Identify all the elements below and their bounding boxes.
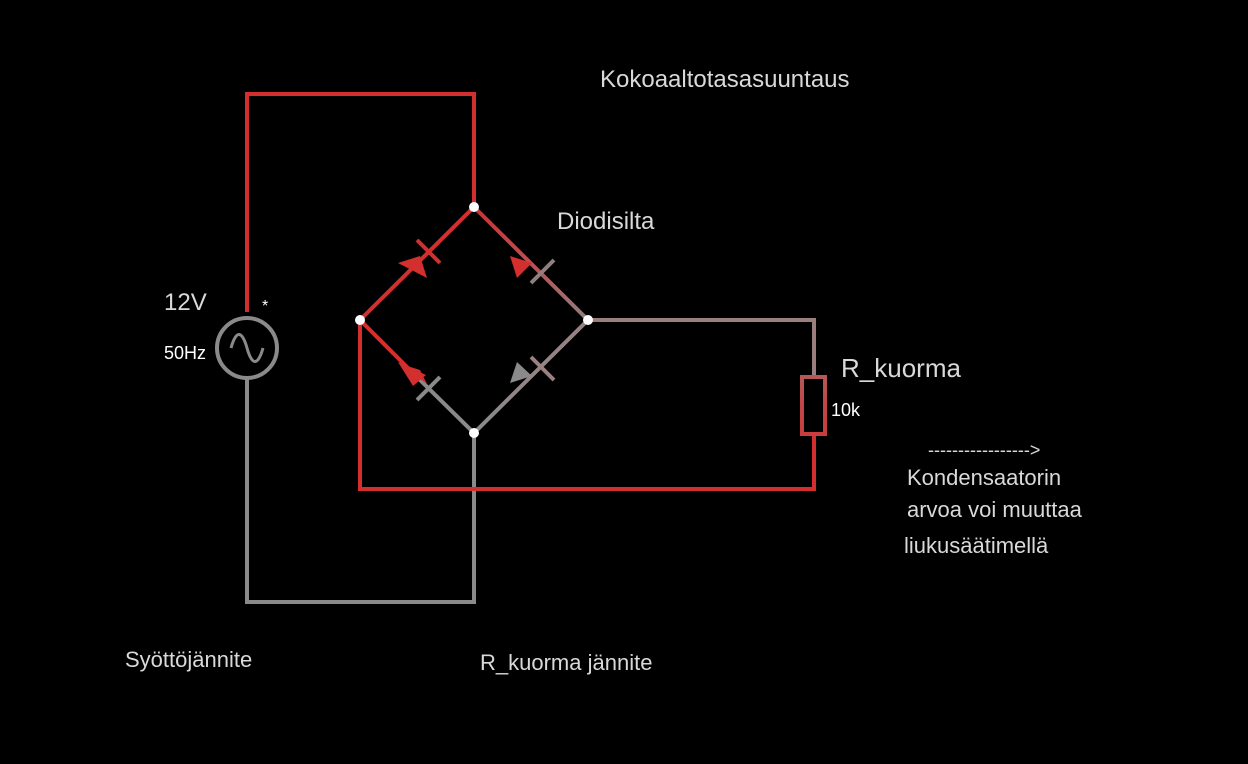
bridge-lower-left-branch-grey [414,374,477,436]
sine-wave-icon [229,333,265,363]
ac-voltage-source[interactable] [215,316,279,380]
diode-lower-right [510,355,556,383]
source-polarity-marker: * [262,298,268,315]
note-arrow: -----------------> [928,440,1040,460]
diode-lower-left [398,362,442,402]
source-voltage-label: 12V [164,289,207,316]
note-line-1: Kondensaatorin [907,465,1061,490]
wire-return-bottom [358,318,816,491]
wire-source-bottom [245,375,476,604]
wire-output-top [586,318,816,379]
diagram-title: Kokoaaltotasasuuntaus [600,66,850,93]
load-value-label: 10k [831,400,861,420]
diode-upper-left [398,238,442,278]
scope-label-load: R_kuorma jännite [480,650,652,675]
node-right [583,315,593,325]
note-line-3: liukusäätimellä [904,533,1049,558]
node-bottom [469,428,479,438]
source-frequency-label: 50Hz [164,343,206,363]
node-top [469,202,479,212]
wire-source-top [245,92,476,312]
bridge-lower-right-branch [471,317,591,436]
node-left [355,315,365,325]
note-line-2: arvoa voi muuttaa [907,497,1083,522]
scope-label-supply: Syöttöjännite [125,647,252,672]
load-name-label: R_kuorma [841,353,961,383]
diode-upper-right [510,256,556,285]
resistor-r-kuorma[interactable] [800,375,827,436]
bridge-label: Diodisilta [557,208,655,235]
